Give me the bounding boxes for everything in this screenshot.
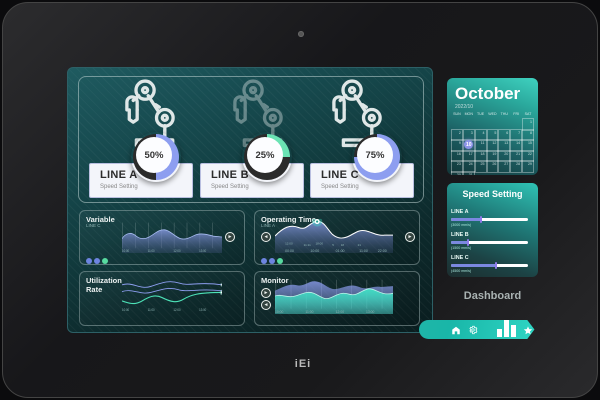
svg-text:11:00: 11:00 (148, 308, 155, 312)
svg-text:12:00: 12:00 (173, 308, 180, 312)
svg-text:13:00: 13:00 (366, 310, 374, 314)
svg-text:12:00: 12:00 (173, 249, 180, 253)
svg-text:11:11: 11:11 (304, 243, 311, 247)
svg-text:10:00: 10:00 (122, 308, 129, 312)
svg-text:10:00: 10:00 (122, 249, 129, 253)
svg-text:01:00: 01:00 (336, 249, 345, 253)
svg-text:18: 18 (341, 243, 345, 247)
svg-text:11:00: 11:00 (148, 249, 155, 253)
svg-text:21: 21 (358, 243, 362, 247)
svg-text:13:00: 13:00 (199, 249, 206, 253)
svg-text:12:00: 12:00 (285, 241, 293, 245)
svg-text:12:00: 12:00 (336, 310, 344, 314)
svg-text:18:00: 18:00 (315, 241, 323, 245)
svg-text:00:00: 00:00 (285, 249, 294, 253)
svg-text:11:00: 11:00 (305, 310, 313, 314)
svg-text:11:00: 11:00 (359, 249, 368, 253)
svg-text:13:00: 13:00 (199, 308, 206, 312)
svg-text:10:00: 10:00 (275, 310, 283, 314)
svg-text:22:00: 22:00 (378, 249, 387, 253)
svg-text:10:00: 10:00 (310, 249, 319, 253)
